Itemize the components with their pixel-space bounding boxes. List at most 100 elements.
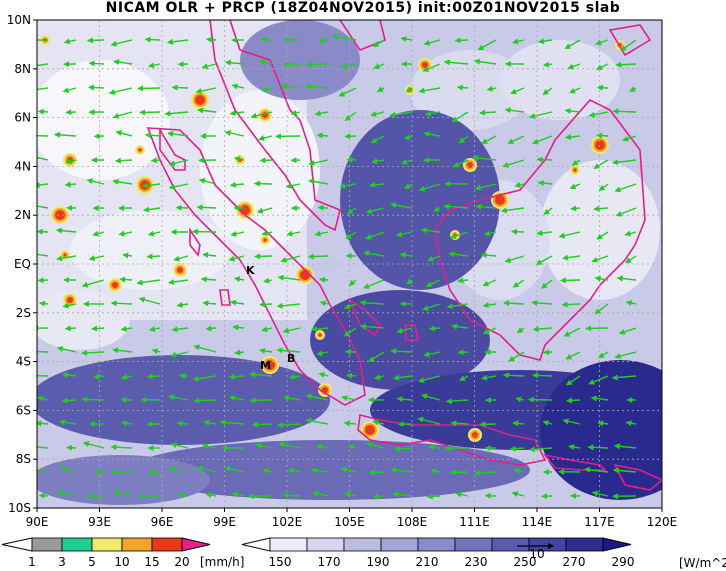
wind-vector: [254, 442, 273, 449]
lon-tick-label: 90E: [26, 515, 49, 529]
wind-vector: [418, 375, 441, 384]
wind-vector: [629, 86, 637, 92]
wind-vector: [251, 421, 273, 428]
lon-tick-label: 102E: [272, 515, 303, 529]
wind-vector: [115, 130, 133, 137]
wind-vector: [513, 467, 525, 474]
wind-vector: [423, 39, 441, 46]
wind-vector: [261, 326, 273, 333]
wind-vector: [81, 349, 105, 356]
wind-vector: [563, 327, 581, 337]
wind-vector: [500, 207, 525, 214]
wind-vector: [113, 59, 133, 66]
wind-vector: [61, 397, 77, 404]
wind-vector: [567, 63, 581, 70]
wind-vector: [584, 466, 609, 473]
wind-vector: [81, 279, 105, 288]
wind-vector: [565, 375, 581, 386]
precip-colorbar-label: 10: [114, 555, 129, 569]
wind-vector: [588, 375, 609, 385]
wind-vector: [511, 491, 525, 498]
wind-vector: [529, 111, 553, 119]
wind-vector: [62, 87, 77, 94]
wind-vector: [249, 371, 273, 378]
wind-vector: [620, 39, 637, 51]
wind-vector: [319, 276, 329, 283]
wind-vector: [615, 207, 637, 217]
wind-vector: [532, 135, 553, 145]
lat-tick-label: 2S: [16, 306, 31, 320]
wind-vector: [503, 300, 525, 307]
wind-vector: [614, 183, 637, 193]
wind-vector: [198, 178, 217, 185]
wind-vector: [422, 63, 441, 72]
wind-vector: [425, 279, 441, 287]
wind-vector: [430, 468, 441, 475]
wind-vector: [341, 395, 357, 401]
wind-vector: [307, 253, 329, 260]
wind-vector: [457, 277, 469, 284]
wind-vector: [479, 109, 497, 116]
wind-vector: [585, 325, 609, 332]
wind-vector: [509, 445, 525, 452]
wind-vector: [56, 255, 77, 262]
wind-vector: [368, 351, 385, 362]
lon-tick-label: 96E: [151, 515, 174, 529]
wind-vector: [596, 132, 609, 139]
wind-vector: [359, 323, 385, 330]
wind-vector: [512, 279, 525, 288]
wind-vector: [504, 255, 525, 264]
wind-vector: [91, 325, 105, 332]
precip-colorbar-label: 5: [88, 555, 96, 569]
wind-vector: [527, 396, 553, 403]
wind-vector: [450, 420, 469, 427]
wind-vector: [177, 492, 189, 499]
wind-vector: [65, 109, 77, 116]
wind-vector: [446, 303, 469, 310]
wind-vector: [564, 107, 581, 114]
lat-tick-label: EQ: [14, 257, 31, 271]
wind-vector: [418, 87, 441, 94]
wind-vector: [202, 443, 217, 450]
wind-vector: [480, 252, 497, 259]
wind-vector: [569, 183, 581, 189]
wind-vector: [345, 231, 357, 240]
wind-vector: [37, 469, 49, 473]
wind-vector: [458, 135, 469, 144]
wind-vector: [231, 83, 245, 90]
wind-vector: [343, 303, 357, 310]
wind-vector: [344, 348, 357, 355]
wind-vector: [571, 159, 581, 166]
wind-vector: [347, 444, 357, 451]
precipitation-colorbar: 1 3 5 10 15 20 [mm/h]: [1, 537, 244, 569]
wind-vector: [37, 277, 49, 284]
wind-vector: [277, 274, 301, 281]
wind-vector: [426, 493, 441, 500]
lat-tick-label: 8N: [14, 62, 31, 76]
wind-vector: [512, 38, 525, 45]
wind-vector: [110, 300, 133, 307]
wind-vector: [344, 111, 357, 122]
precipitation-cells: [40, 35, 625, 442]
wind-vector: [561, 301, 581, 308]
precip-cell-core: [67, 297, 73, 303]
place-label-m: M: [260, 359, 271, 372]
wind-vector: [146, 253, 161, 260]
wind-vector: [319, 300, 329, 307]
wind-vector: [339, 182, 357, 189]
wind-vector: [308, 178, 329, 185]
lon-tick-label: 111E: [459, 515, 490, 529]
wind-vector: [400, 36, 413, 42]
wind-vector: [424, 110, 441, 117]
wind-vector: [390, 348, 413, 355]
wind-vector: [420, 227, 441, 234]
latitude-axis: 10N 8N 6N 4N 2N EQ 2S 4S 6S 8S 10S: [7, 13, 37, 515]
wind-vector: [261, 230, 273, 237]
wind-vector: [593, 205, 609, 212]
olr-colorbar-swatch: [343, 537, 382, 552]
wind-vector: [254, 253, 273, 260]
wind-vector: [481, 135, 497, 145]
wind-vector: [305, 393, 329, 401]
wind-vector: [280, 255, 301, 263]
precip-cell-core: [318, 333, 322, 337]
